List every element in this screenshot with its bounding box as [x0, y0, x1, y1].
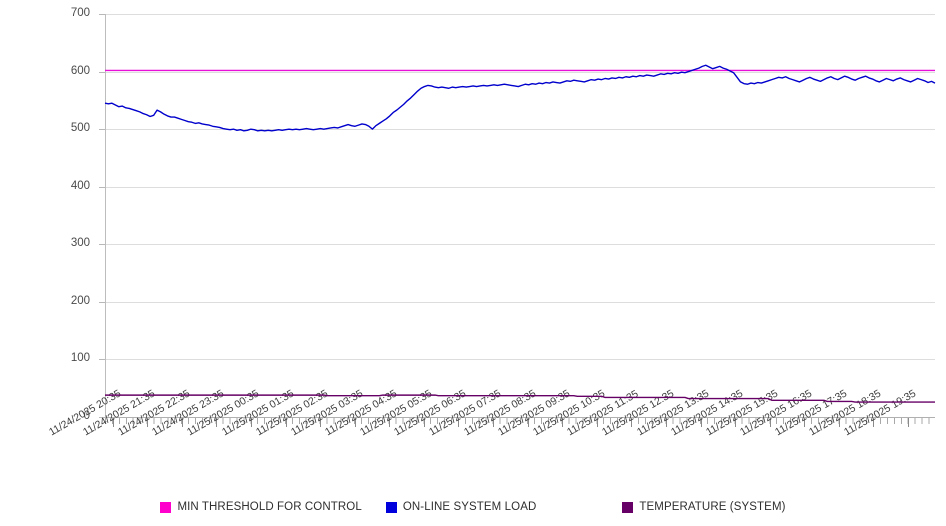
x-axis-line	[105, 417, 935, 418]
y-tick-label: 100	[70, 352, 90, 365]
legend-item-min-threshold-for-control[interactable]: MIN THRESHOLD FOR CONTROL	[160, 501, 362, 513]
gridline	[105, 14, 935, 15]
y-tick-label: 200	[70, 294, 90, 307]
y-tick-mark	[99, 14, 105, 15]
x-major-tick	[250, 418, 252, 427]
x-major-tick	[700, 418, 702, 427]
y-tick-label: 700	[70, 7, 90, 19]
y-axis-line	[105, 14, 106, 417]
gridline	[105, 129, 935, 131]
x-major-tick	[493, 418, 495, 427]
x-major-tick	[873, 418, 875, 427]
x-major-tick	[908, 418, 910, 427]
x-major-tick	[423, 418, 425, 427]
y-tick-label: 400	[70, 179, 90, 192]
x-major-tick	[285, 418, 287, 427]
x-major-tick	[527, 418, 529, 427]
x-major-tick	[735, 418, 737, 427]
gridline	[105, 301, 935, 303]
x-major-tick	[631, 418, 633, 427]
series-line-temperature-system	[105, 394, 935, 403]
x-major-tick	[838, 418, 840, 427]
x-major-tick	[147, 418, 149, 427]
gridline	[105, 244, 935, 246]
y-tick-label: 300	[70, 237, 90, 250]
x-major-tick	[389, 418, 391, 427]
legend-item-temperature-system[interactable]: TEMPERATURE (SYSTEM)	[622, 501, 785, 513]
gridline	[105, 359, 935, 361]
y-tick-label: 600	[70, 64, 90, 77]
y-tick-label: 0	[83, 410, 90, 422]
chart-legend: MIN THRESHOLD FOR CONTROL ON-LINE SYSTEM…	[0, 496, 946, 518]
x-major-tick	[320, 418, 322, 427]
legend-swatch-min-threshold-for-control	[160, 501, 172, 513]
x-major-tick	[216, 418, 218, 427]
x-major-tick	[596, 418, 598, 427]
legend-label-temperature-system: TEMPERATURE (SYSTEM)	[639, 501, 786, 513]
legend-label-on-line-system-load: ON-LINE SYSTEM LOAD	[402, 501, 537, 513]
legend-swatch-on-line-system-load	[385, 501, 397, 513]
x-major-tick	[665, 418, 667, 427]
legend-item-on-line-system-load[interactable]: ON-LINE SYSTEM LOAD	[385, 501, 537, 513]
x-major-tick	[354, 418, 356, 427]
y-tick-mark	[99, 417, 105, 418]
legend-swatch-temperature-system	[622, 501, 634, 513]
y-tick-mark	[99, 359, 105, 361]
series-line-on-line-system-load	[104, 64, 936, 132]
y-tick-mark	[99, 244, 105, 246]
x-major-tick	[804, 418, 806, 427]
y-tick-mark	[99, 186, 105, 188]
x-axis-minor-ticks	[105, 418, 935, 424]
legend-label-min-threshold-for-control: MIN THRESHOLD FOR CONTROL	[177, 501, 362, 513]
y-tick-label: 500	[70, 122, 90, 135]
y-tick-mark	[99, 71, 105, 73]
gridline	[105, 71, 935, 73]
gridline	[105, 186, 935, 188]
x-major-tick	[458, 418, 460, 427]
y-tick-mark	[99, 301, 105, 303]
x-major-tick	[181, 418, 183, 427]
x-major-tick	[562, 418, 564, 427]
x-major-tick	[112, 418, 114, 427]
x-major-tick	[769, 418, 771, 427]
y-tick-mark	[99, 129, 105, 131]
